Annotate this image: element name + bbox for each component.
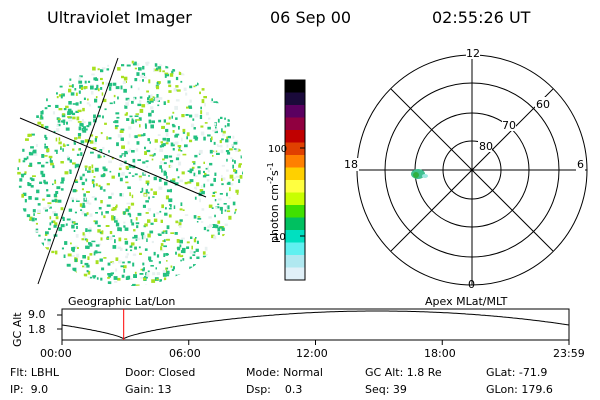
instrument-title: Ultraviolet Imager — [47, 8, 192, 27]
uv-emission-speckles — [17, 60, 243, 286]
mlt-label-12: 12 — [466, 47, 480, 60]
mlat-label-70: 70 — [502, 119, 516, 132]
altitude-ytick-9: 9.0 — [28, 308, 46, 321]
colorbar-segment — [285, 80, 305, 93]
x-tick-1800: 18:00 — [424, 347, 456, 360]
colorbar-tick-100: 100 — [268, 144, 287, 155]
colorbar-segment — [285, 130, 305, 143]
mlat-label-80: 80 — [479, 140, 493, 153]
altitude-frame — [61, 308, 570, 341]
colorbar-segment — [285, 192, 305, 206]
ip-info: IP: 9.0 — [10, 383, 49, 396]
glon-info: GLon: 179.6 — [486, 383, 553, 396]
filter-info: Flt: LBHL — [10, 366, 59, 379]
mlt-label-0: 0 — [468, 278, 475, 291]
altitude-plot: GC Alt 9.0 1.8 00:00 06:00 12:00 18:00 2… — [11, 308, 585, 360]
dsp-info: Dsp: 0.3 — [246, 383, 303, 396]
time-label: 02:55:26 UT — [432, 8, 531, 27]
apex-caption: Apex MLat/MLT — [425, 295, 508, 308]
colorbar-unit-label: photon cm-2s-1 — [266, 162, 281, 243]
colorbar-segment — [285, 242, 305, 256]
date-label: 06 Sep 00 — [270, 8, 352, 27]
colorbar-segment — [285, 230, 305, 243]
gain-info: Gain: 13 — [125, 383, 172, 396]
geo-latitude-line — [19, 117, 207, 198]
mlt-line-9-21 — [390, 88, 554, 252]
colorbar-segment — [285, 105, 305, 118]
geo-meridian-line — [37, 57, 119, 285]
seq-info: Seq: 39 — [365, 383, 407, 396]
colorbar-segment — [285, 217, 305, 231]
altitude-ylabel: GC Alt — [11, 312, 24, 347]
colorbar-segment — [285, 167, 305, 181]
colorbar-segment — [285, 155, 305, 168]
glat-info: GLat: -71.9 — [486, 366, 548, 379]
mode-info: Mode: Normal — [246, 366, 323, 379]
x-tick-0000: 00:00 — [40, 347, 72, 360]
x-tick-0600: 06:00 — [169, 347, 201, 360]
colorbar-tick-10: 10 — [273, 232, 286, 243]
auroral-blob — [411, 169, 428, 179]
apex-polar-plot: 12 18 6 0 80 70 60 — [344, 46, 588, 291]
x-tick-1200: 12:00 — [296, 347, 328, 360]
colorbar-segment — [285, 142, 305, 156]
altitude-curve — [61, 310, 570, 339]
colorbar-segment — [285, 180, 305, 193]
x-tick-2359: 23:59 — [553, 347, 585, 360]
gcalt-info: GC Alt: 1.8 Re — [365, 366, 442, 379]
colorbar-segment — [285, 205, 305, 218]
mlt-label-6: 6 — [577, 158, 584, 171]
colorbar-segment — [285, 117, 305, 131]
geographic-image — [17, 57, 243, 286]
geographic-caption: Geographic Lat/Lon — [68, 295, 176, 308]
altitude-ytick-1-8: 1.8 — [28, 323, 46, 336]
colorbar: 100 10 photon cm-2s-1 — [266, 79, 306, 281]
door-info: Door: Closed — [125, 366, 196, 379]
mlat-label-60: 60 — [536, 98, 550, 111]
colorbar-segment — [285, 267, 305, 281]
colorbar-segment — [285, 92, 305, 106]
colorbar-segment — [285, 255, 305, 268]
mlt-label-18: 18 — [344, 158, 358, 171]
